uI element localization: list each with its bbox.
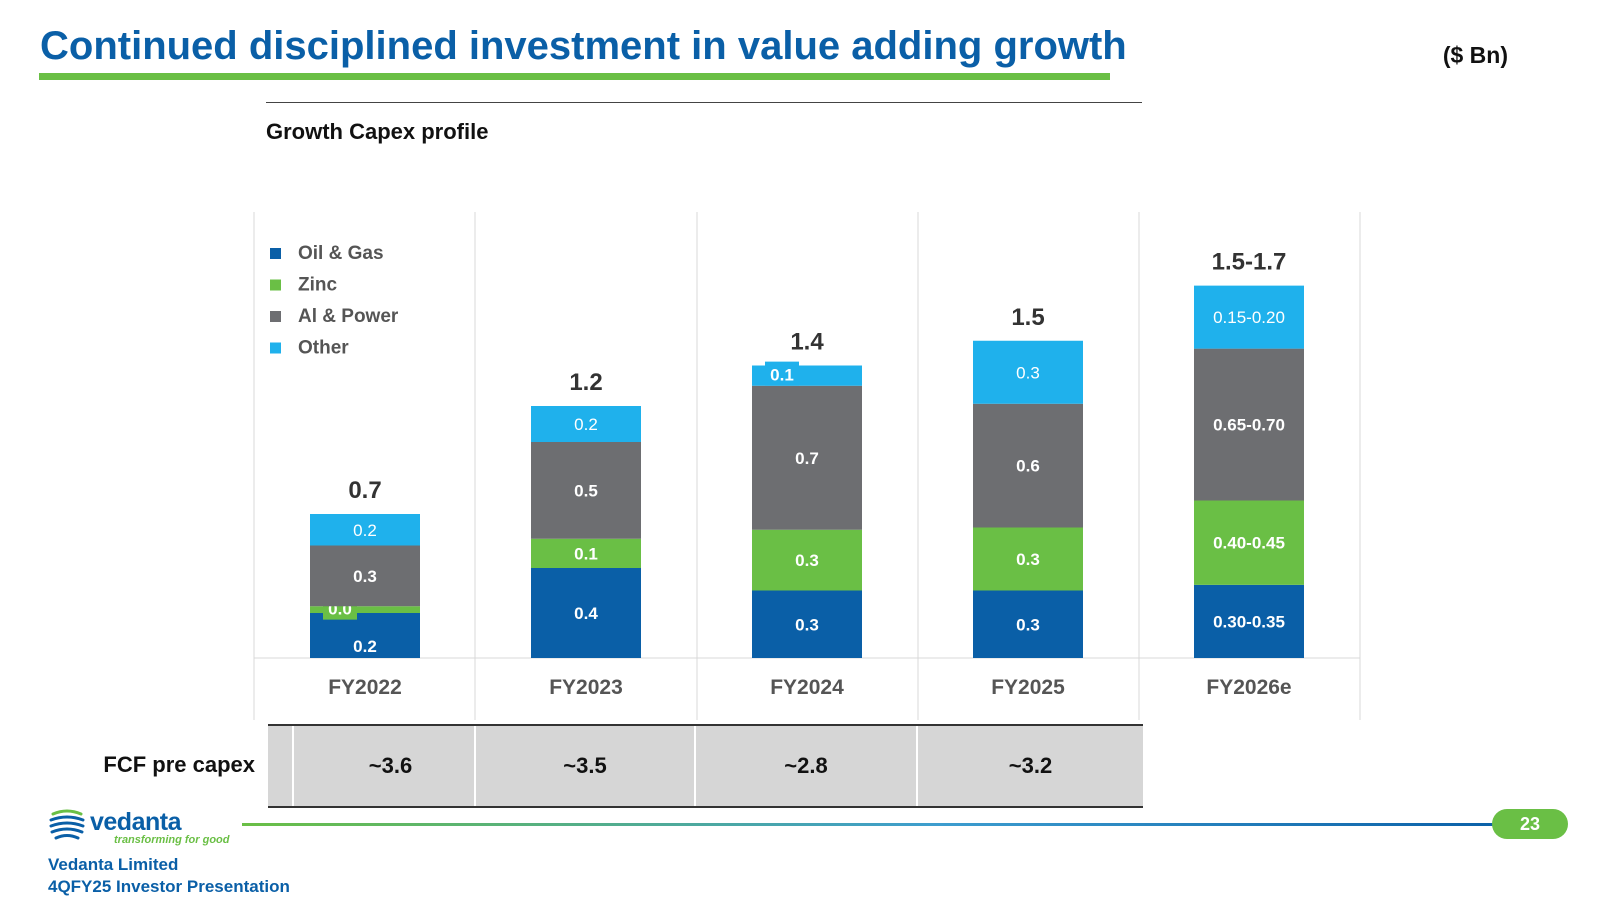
bar-zinc-fy2025 (973, 527, 1083, 591)
bar-label-zinc-fy2026e: 0.40-0.45 (1213, 534, 1285, 553)
bar-label-other-fy2024: 0.1 (770, 366, 794, 385)
fcf-separator (474, 726, 476, 806)
bar-al-power-fy2025 (973, 403, 1083, 528)
presentation-name: 4QFY25 Investor Presentation (48, 877, 290, 896)
bar-zinc-fy2026e (1194, 500, 1304, 585)
footer-divider (242, 823, 1510, 826)
bar-oil-gas-fy2022 (310, 613, 420, 658)
vedanta-logo-icon (49, 809, 85, 840)
vedanta-logo: vedanta transforming for good (48, 806, 248, 846)
bar-other-fy2026e (1194, 285, 1304, 349)
legend-swatch-other (270, 342, 281, 354)
bar-label-zinc-fy2025: 0.3 (1016, 550, 1040, 569)
bar-zinc-fy2022 (310, 606, 420, 613)
legend-swatch-al-power (270, 311, 281, 322)
legend-label-al-power: Al & Power (298, 306, 399, 327)
fcf-value-fy2024: ~2.8 (784, 753, 828, 778)
fcf-table: ~3.6 ~3.5 ~2.8 ~3.2 (268, 724, 1143, 808)
bar-oil-gas-fy2025 (973, 590, 1083, 658)
bar-label-oil-gas-fy2023: 0.4 (574, 604, 598, 623)
fcf-value-fy2025: ~3.2 (1008, 753, 1053, 778)
bar-label-zinc-fy2023: 0.1 (574, 544, 598, 563)
total-label-fy2024: 1.4 (790, 329, 824, 356)
bar-label-al-power-fy2023: 0.5 (574, 481, 598, 500)
x-tick-label-fy2023: FY2023 (549, 676, 623, 699)
legend-label-oil-gas: Oil & Gas (298, 243, 384, 264)
bar-label-other-fy2022: 0.2 (353, 521, 377, 540)
company-name: Vedanta Limited (48, 855, 179, 874)
chart-subtitle: Growth Capex profile (266, 119, 489, 144)
bar-other-fy2023 (531, 406, 641, 442)
total-label-fy2022: 0.7 (348, 477, 381, 504)
legend-swatch-oil-gas (270, 248, 281, 259)
bar-label-oil-gas-fy2022: 0.2 (353, 637, 377, 656)
bar-label-al-power-fy2024: 0.7 (795, 449, 819, 468)
fcf-separator (916, 726, 918, 806)
bar-label-oil-gas-fy2026e: 0.30-0.35 (1213, 612, 1285, 631)
bar-other-fy2022 (310, 514, 420, 546)
bar-al-power-fy2022 (310, 545, 420, 607)
x-tick-label-fy2026e: FY2026e (1206, 676, 1291, 699)
logo-tagline: transforming for good (114, 834, 230, 846)
bar-label-al-power-fy2026e: 0.65-0.70 (1213, 416, 1285, 435)
bar-label-al-power-fy2022: 0.3 (353, 567, 377, 586)
bar-label-oil-gas-fy2024: 0.3 (795, 615, 819, 634)
total-label-fy2026e: 1.5-1.7 (1212, 249, 1287, 276)
bar-al-power-fy2024 (752, 385, 862, 530)
x-tick-label-fy2022: FY2022 (328, 676, 402, 699)
bar-label-other-fy2026e: 0.15-0.20 (1213, 308, 1285, 327)
page-title: Continued disciplined investment in valu… (40, 24, 1127, 68)
bar-oil-gas-fy2023 (531, 568, 641, 658)
bar-label-zinc-fy2024: 0.3 (795, 551, 819, 570)
bar-oil-gas-fy2026e (1194, 584, 1304, 658)
unit-label: ($ Bn) (1442, 42, 1508, 68)
fcf-separator (292, 726, 294, 806)
fcf-separator (694, 726, 696, 806)
bar-al-power-fy2026e (1194, 348, 1304, 501)
total-label-fy2023: 1.2 (569, 369, 602, 396)
bar-label-al-power-fy2025: 0.6 (1016, 457, 1040, 476)
footer-company: Vedanta Limited 4QFY25 Investor Presenta… (48, 854, 290, 898)
legend-swatch-zinc (270, 279, 281, 291)
bar-zinc-fy2024 (752, 529, 862, 591)
fcf-label: FCF pre capex (103, 752, 255, 777)
bar-label-box-other-fy2024 (765, 361, 799, 386)
bar-oil-gas-fy2024 (752, 590, 862, 658)
x-tick-label-fy2024: FY2024 (770, 676, 844, 699)
logo-wordmark: vedanta (90, 808, 181, 836)
bar-label-other-fy2023: 0.2 (574, 415, 598, 434)
fcf-value-fy2022: ~3.6 (368, 753, 413, 778)
legend-label-other: Other (298, 338, 349, 359)
total-label-fy2025: 1.5 (1011, 304, 1044, 331)
x-tick-label-fy2025: FY2025 (991, 676, 1065, 699)
bar-label-other-fy2025: 0.3 (1016, 363, 1040, 382)
title-underline (39, 73, 1110, 80)
page-number: 23 (1492, 809, 1568, 839)
legend-label-zinc: Zinc (298, 275, 337, 296)
bar-other-fy2025 (973, 340, 1083, 404)
subtitle-divider (266, 102, 1142, 103)
fcf-value-fy2023: ~3.5 (563, 753, 607, 778)
bar-al-power-fy2023 (531, 442, 641, 539)
bar-label-oil-gas-fy2025: 0.3 (1016, 615, 1040, 634)
bar-zinc-fy2023 (531, 538, 641, 568)
